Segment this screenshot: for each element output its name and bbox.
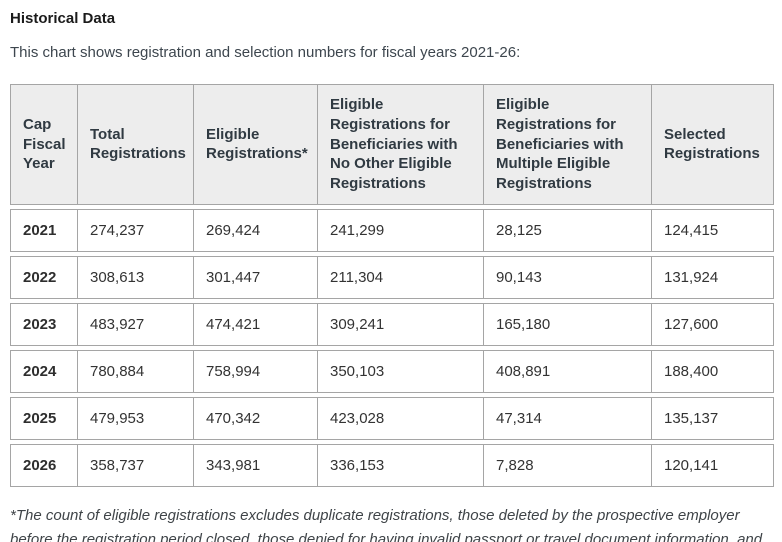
cell-no-other-eligible: 211,304: [318, 255, 484, 299]
col-header-total-registrations: Total Registrations: [78, 84, 194, 205]
cell-total-registrations: 780,884: [78, 349, 194, 393]
cell-selected-registrations: 188,400: [652, 349, 774, 393]
cell-multiple-eligible: 90,143: [484, 255, 652, 299]
col-header-no-other-eligible: Eligible Registrations for Beneficiaries…: [318, 84, 484, 205]
cell-eligible-registrations: 474,421: [194, 302, 318, 346]
cell-fiscal-year: 2021: [10, 208, 78, 252]
cell-total-registrations: 479,953: [78, 396, 194, 440]
col-header-eligible-registrations: Eligible Registrations*: [194, 84, 318, 205]
col-header-selected-registrations: Selected Registrations: [652, 84, 774, 205]
table-row: 2022 308,613 301,447 211,304 90,143 131,…: [10, 255, 774, 299]
cell-total-registrations: 274,237: [78, 208, 194, 252]
section-title: Historical Data: [10, 10, 116, 27]
cell-no-other-eligible: 336,153: [318, 443, 484, 487]
table-header-row: Cap Fiscal Year Total Registrations Elig…: [10, 84, 774, 205]
cell-selected-registrations: 127,600: [652, 302, 774, 346]
cell-fiscal-year: 2026: [10, 443, 78, 487]
cell-selected-registrations: 131,924: [652, 255, 774, 299]
cell-eligible-registrations: 301,447: [194, 255, 318, 299]
cell-no-other-eligible: 241,299: [318, 208, 484, 252]
cell-multiple-eligible: 408,891: [484, 349, 652, 393]
cell-eligible-registrations: 269,424: [194, 208, 318, 252]
table-row: 2024 780,884 758,994 350,103 408,891 188…: [10, 349, 774, 393]
table-row: 2023 483,927 474,421 309,241 165,180 127…: [10, 302, 774, 346]
historical-data-table: Cap Fiscal Year Total Registrations Elig…: [10, 80, 774, 491]
col-header-multiple-eligible: Eligible Registrations for Beneficiaries…: [484, 84, 652, 205]
cell-total-registrations: 358,737: [78, 443, 194, 487]
cell-multiple-eligible: 7,828: [484, 443, 652, 487]
table-row: 2021 274,237 269,424 241,299 28,125 124,…: [10, 208, 774, 252]
cell-total-registrations: 483,927: [78, 302, 194, 346]
table-row: 2025 479,953 470,342 423,028 47,314 135,…: [10, 396, 774, 440]
cell-eligible-registrations: 343,981: [194, 443, 318, 487]
table-row: 2026 358,737 343,981 336,153 7,828 120,1…: [10, 443, 774, 487]
cell-multiple-eligible: 28,125: [484, 208, 652, 252]
intro-text: This chart shows registration and select…: [10, 44, 521, 61]
cell-fiscal-year: 2023: [10, 302, 78, 346]
cell-multiple-eligible: 47,314: [484, 396, 652, 440]
cell-fiscal-year: 2024: [10, 349, 78, 393]
cell-fiscal-year: 2025: [10, 396, 78, 440]
footnote-text: *The count of eligible registrations exc…: [10, 506, 763, 542]
cell-no-other-eligible: 423,028: [318, 396, 484, 440]
cell-selected-registrations: 135,137: [652, 396, 774, 440]
cell-eligible-registrations: 470,342: [194, 396, 318, 440]
cell-eligible-registrations: 758,994: [194, 349, 318, 393]
cell-fiscal-year: 2022: [10, 255, 78, 299]
cell-selected-registrations: 124,415: [652, 208, 774, 252]
cell-selected-registrations: 120,141: [652, 443, 774, 487]
cell-total-registrations: 308,613: [78, 255, 194, 299]
col-header-cap-fiscal-year: Cap Fiscal Year: [10, 84, 78, 205]
cell-multiple-eligible: 165,180: [484, 302, 652, 346]
cell-no-other-eligible: 309,241: [318, 302, 484, 346]
cell-no-other-eligible: 350,103: [318, 349, 484, 393]
